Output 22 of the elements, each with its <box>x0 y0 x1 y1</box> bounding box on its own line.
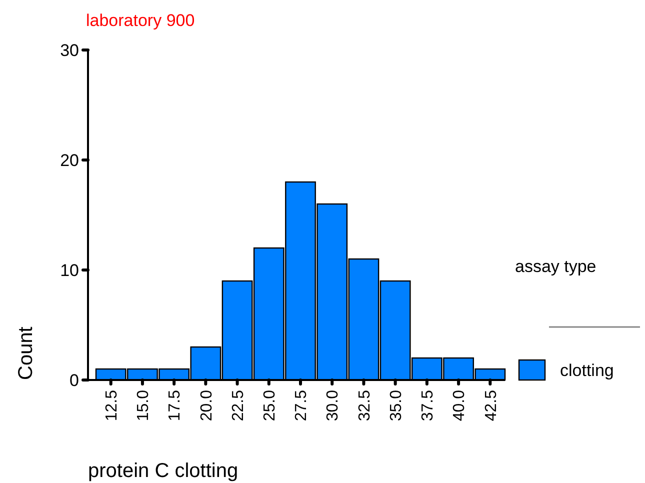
x-tick-label: 42.5 <box>482 390 500 422</box>
x-tick-label: 27.5 <box>293 390 310 422</box>
x-tick-label: 40.0 <box>451 390 468 422</box>
x-tick-label: 15.0 <box>135 390 152 422</box>
x-tick-label: 22.5 <box>230 390 247 422</box>
x-tick-label: 37.5 <box>420 390 437 422</box>
x-tick-label: 17.5 <box>166 390 184 422</box>
x-tick-label: 35.0 <box>388 390 405 422</box>
x-tick-label: 32.5 <box>356 390 374 422</box>
chart-title: laboratory 900 <box>86 11 195 30</box>
x-tick-label: 20.0 <box>198 390 216 422</box>
x-axis-title: protein C clotting <box>88 460 238 482</box>
y-axis-title: Count <box>15 326 37 380</box>
legend-title: assay type <box>515 257 596 276</box>
y-tick-label: 30 <box>60 40 79 60</box>
y-tick-label: 0 <box>70 370 79 390</box>
y-tick-label: 10 <box>60 260 79 280</box>
x-tick-label: 25.0 <box>261 390 278 422</box>
x-tick-label: 12.5 <box>103 390 120 422</box>
y-tick-label: 20 <box>60 150 79 170</box>
x-tick-label: 30.0 <box>324 390 342 422</box>
legend-label: clotting <box>560 360 614 380</box>
